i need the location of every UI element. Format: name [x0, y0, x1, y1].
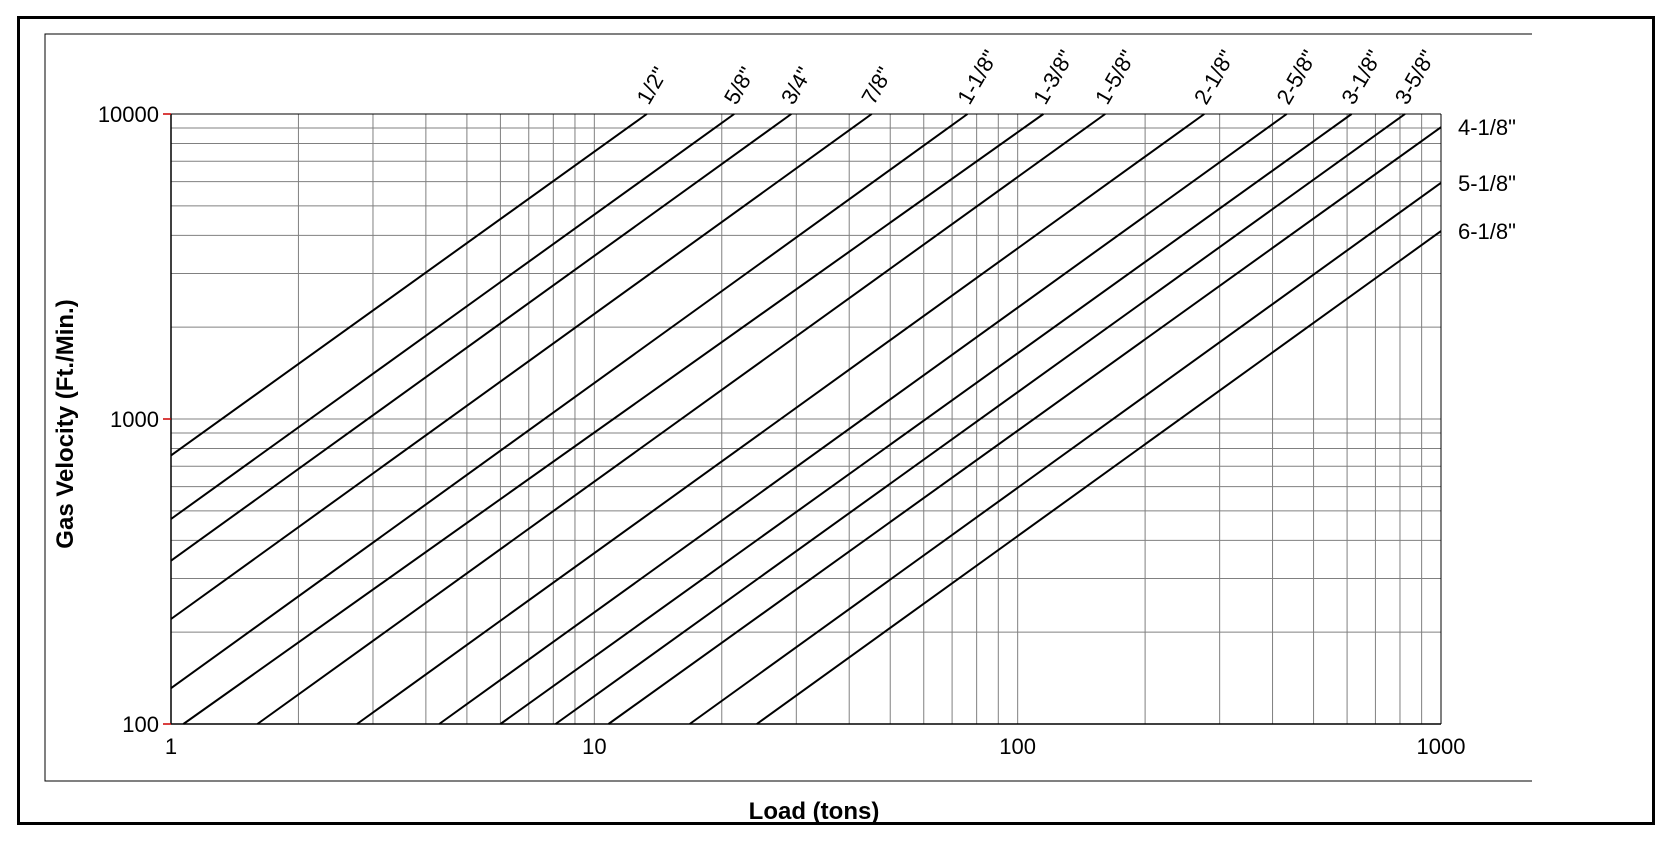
series-label: 4-1/8": [1458, 115, 1516, 140]
y-tick-label: 100: [122, 712, 159, 737]
series-line: [756, 230, 1442, 725]
series-line: [182, 113, 1044, 725]
x-tick-label: 10: [582, 734, 606, 759]
chart-frame: 100 1000 10000 1 10 100 1000 1/2" 5/8" 3/4" 7/8" 1…: [17, 16, 1655, 825]
series-label: 3/4": [776, 63, 817, 109]
series-line: [438, 113, 1288, 725]
series-line: [256, 113, 1106, 725]
series-line: [356, 113, 1205, 725]
series-line: [555, 113, 1406, 725]
series-label: 1-3/8": [1028, 46, 1079, 109]
series-label: 3-1/8": [1336, 46, 1387, 109]
series-label: 5-1/8": [1458, 171, 1516, 196]
series-line: [170, 113, 648, 457]
series-line: [170, 113, 873, 620]
series-label: 3-5/8": [1390, 46, 1441, 109]
series-label: 5/8": [719, 63, 760, 109]
lines-layer: [170, 113, 1442, 725]
series-label: 2-5/8": [1271, 46, 1322, 109]
series-line: [689, 181, 1442, 725]
series-label: 1/2": [631, 63, 672, 109]
axes-layer: 100 1000 10000 1 10 100 1000: [44, 33, 1532, 782]
series-label: 2-1/8": [1189, 46, 1240, 109]
x-tick-label: 1000: [1417, 734, 1466, 759]
series-label: 1-1/8": [952, 46, 1003, 109]
outer-chart-border: [44, 33, 1532, 782]
labels-layer: 1/2" 5/8" 3/4" 7/8" 1-1/8" 1-3/8" 1-5/8" 2-1/8"…: [631, 46, 1515, 244]
series-line: [499, 113, 1353, 725]
x-axis-title: Load (tons): [749, 798, 880, 822]
y-axis-title: Gas Velocity (Ft./Min.): [52, 299, 79, 548]
series-line: [170, 113, 735, 520]
series-label: 7/8": [856, 63, 897, 109]
series-line: [170, 113, 792, 562]
y-tick-label: 10000: [98, 102, 159, 127]
series-label: 1-5/8": [1090, 46, 1141, 109]
x-tick-label: 1: [165, 734, 177, 759]
x-tick-label: 100: [999, 734, 1036, 759]
series-line: [170, 113, 969, 690]
y-tick-label: 1000: [110, 407, 159, 432]
series-line: [607, 126, 1442, 725]
grid-layer: [171, 114, 1441, 724]
series-label: 6-1/8": [1458, 219, 1516, 244]
